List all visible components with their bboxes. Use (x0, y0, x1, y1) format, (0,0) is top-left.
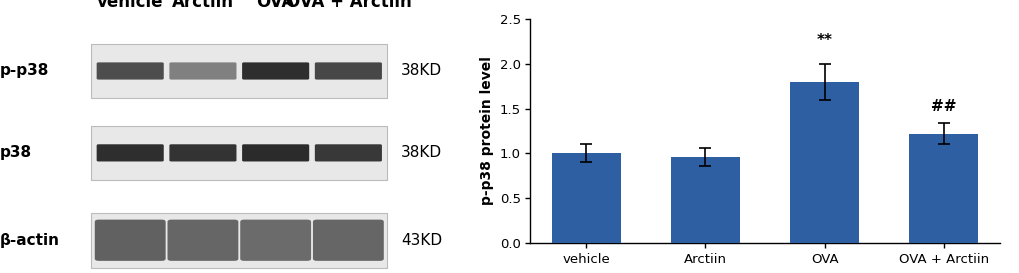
Text: **: ** (816, 33, 832, 48)
FancyBboxPatch shape (92, 44, 387, 98)
FancyBboxPatch shape (169, 144, 236, 162)
FancyBboxPatch shape (92, 126, 387, 180)
Text: Arctiin: Arctiin (172, 0, 233, 11)
FancyBboxPatch shape (240, 219, 311, 261)
Text: OVA + Arctiin: OVA + Arctiin (285, 0, 411, 11)
Text: 38KD: 38KD (400, 146, 442, 160)
FancyBboxPatch shape (169, 62, 236, 80)
FancyBboxPatch shape (242, 144, 309, 162)
FancyBboxPatch shape (167, 219, 238, 261)
Y-axis label: p-p38 protein level: p-p38 protein level (480, 57, 493, 206)
Text: ##: ## (930, 99, 956, 114)
FancyBboxPatch shape (97, 144, 164, 162)
FancyBboxPatch shape (315, 144, 381, 162)
FancyBboxPatch shape (242, 62, 309, 80)
Text: p-p38: p-p38 (0, 64, 49, 78)
Text: 43KD: 43KD (400, 233, 442, 248)
FancyBboxPatch shape (315, 62, 381, 80)
FancyBboxPatch shape (92, 213, 387, 268)
Bar (551, 153, 621, 243)
Text: p38: p38 (0, 146, 32, 160)
FancyBboxPatch shape (313, 219, 383, 261)
Bar (908, 134, 977, 243)
Text: vehicle: vehicle (97, 0, 163, 11)
Text: OVA: OVA (256, 0, 294, 11)
FancyBboxPatch shape (97, 62, 164, 80)
Text: 38KD: 38KD (400, 64, 442, 78)
Bar (671, 157, 739, 243)
Text: β-actin: β-actin (0, 233, 60, 248)
FancyBboxPatch shape (95, 219, 165, 261)
Bar (790, 82, 858, 243)
